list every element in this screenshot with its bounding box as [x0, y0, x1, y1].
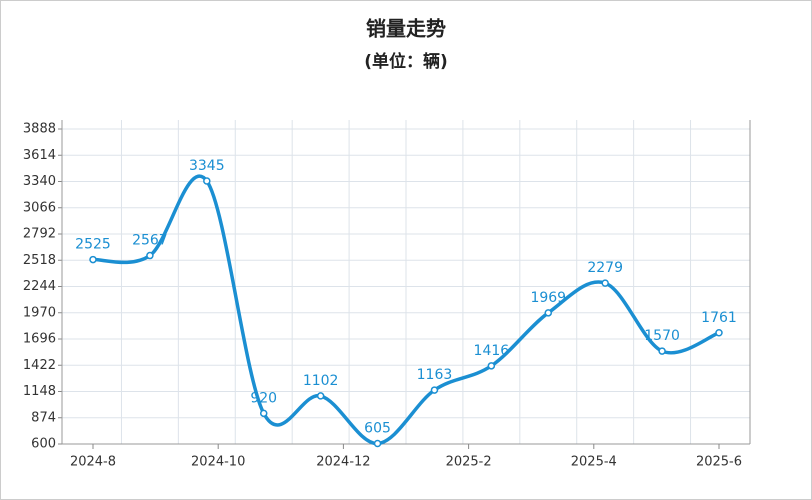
data-label: 1163 [417, 367, 453, 383]
point [430, 386, 439, 394]
data-label: 1761 [701, 310, 737, 326]
y-tick-label: 1148 [23, 384, 56, 399]
chart-subtitle: (单位：辆) [364, 51, 448, 72]
x-tick-label: 2024-10 [191, 455, 245, 470]
data-label: 1969 [530, 290, 566, 306]
y-tick-label: 1970 [23, 305, 56, 320]
data-label: 920 [250, 390, 277, 406]
data-label: 2279 [587, 260, 623, 276]
y-tick-label: 3614 [23, 148, 56, 163]
data-label: 2525 [75, 237, 111, 253]
point [487, 362, 496, 370]
x-tick-label: 2025-4 [571, 455, 617, 470]
x-tick-label: 2024-8 [70, 455, 116, 470]
point [658, 347, 666, 355]
y-tick-label: 3066 [23, 200, 56, 215]
data-label: 1570 [644, 328, 680, 344]
y-tick-label: 2792 [23, 227, 56, 242]
y-tick-label: 2244 [23, 279, 56, 294]
y-tick-label: 2518 [23, 253, 56, 268]
x-tick-label: 2025-6 [696, 455, 742, 470]
point [89, 255, 97, 264]
chart-title: 销量走势 [366, 17, 446, 41]
y-tick-label: 874 [31, 410, 56, 425]
y-tick-label: 1422 [23, 358, 56, 373]
point [146, 251, 154, 260]
x-tick-label: 2025-2 [446, 455, 492, 470]
point [316, 392, 325, 400]
data-label: 1416 [474, 343, 510, 359]
data-label: 3345 [189, 158, 225, 174]
point [715, 329, 723, 337]
data-label: 2567 [132, 233, 168, 249]
y-tick-label: 1696 [23, 332, 56, 347]
data-label: 1102 [303, 373, 339, 389]
point [544, 309, 553, 317]
point [373, 439, 382, 448]
point [203, 177, 211, 185]
data-label: 605 [364, 421, 391, 437]
y-tick-label: 3340 [23, 174, 56, 189]
y-tick-label: 3888 [23, 122, 56, 137]
point [259, 409, 268, 418]
x-tick-label: 2024-12 [316, 455, 370, 470]
point [601, 279, 609, 287]
y-tick-label: 600 [31, 437, 56, 452]
